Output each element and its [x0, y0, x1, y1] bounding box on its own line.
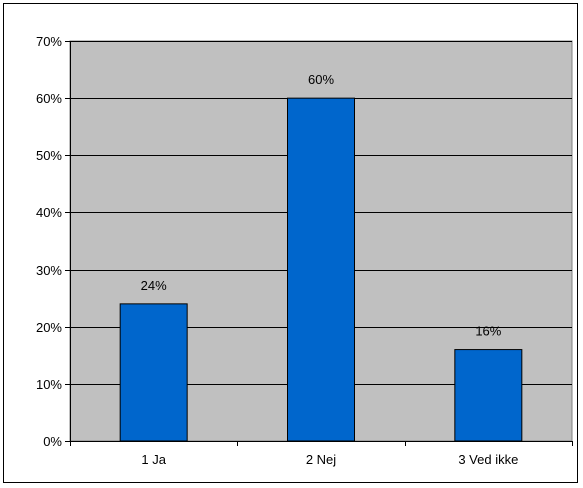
- bar: [287, 97, 355, 442]
- y-tick-label: 40%: [36, 205, 62, 220]
- y-tick-label: 60%: [36, 91, 62, 106]
- y-tick-label: 30%: [36, 263, 62, 278]
- bar: [454, 349, 523, 442]
- x-tick-label: 1 Ja: [141, 452, 166, 467]
- y-tick-label: 50%: [36, 148, 62, 163]
- axes: [65, 41, 573, 446]
- data-label: 24%: [141, 278, 167, 293]
- y-tick-label: 10%: [36, 377, 62, 392]
- bar: [119, 303, 188, 442]
- data-label: 60%: [308, 72, 334, 87]
- x-tick-label: 3 Ved ikke: [458, 452, 518, 467]
- data-label: 16%: [475, 324, 501, 339]
- x-tick-label: 2 Nej: [306, 452, 336, 467]
- labels: 0% 10% 20% 30% 40% 50% 60% 70% 24% 1 Ja 60% 2 Nej 16…: [36, 34, 518, 467]
- y-tick-label: 20%: [36, 320, 62, 335]
- y-tick-label: 70%: [36, 34, 62, 49]
- bars: [119, 97, 523, 442]
- y-tick-label: 0%: [43, 434, 62, 449]
